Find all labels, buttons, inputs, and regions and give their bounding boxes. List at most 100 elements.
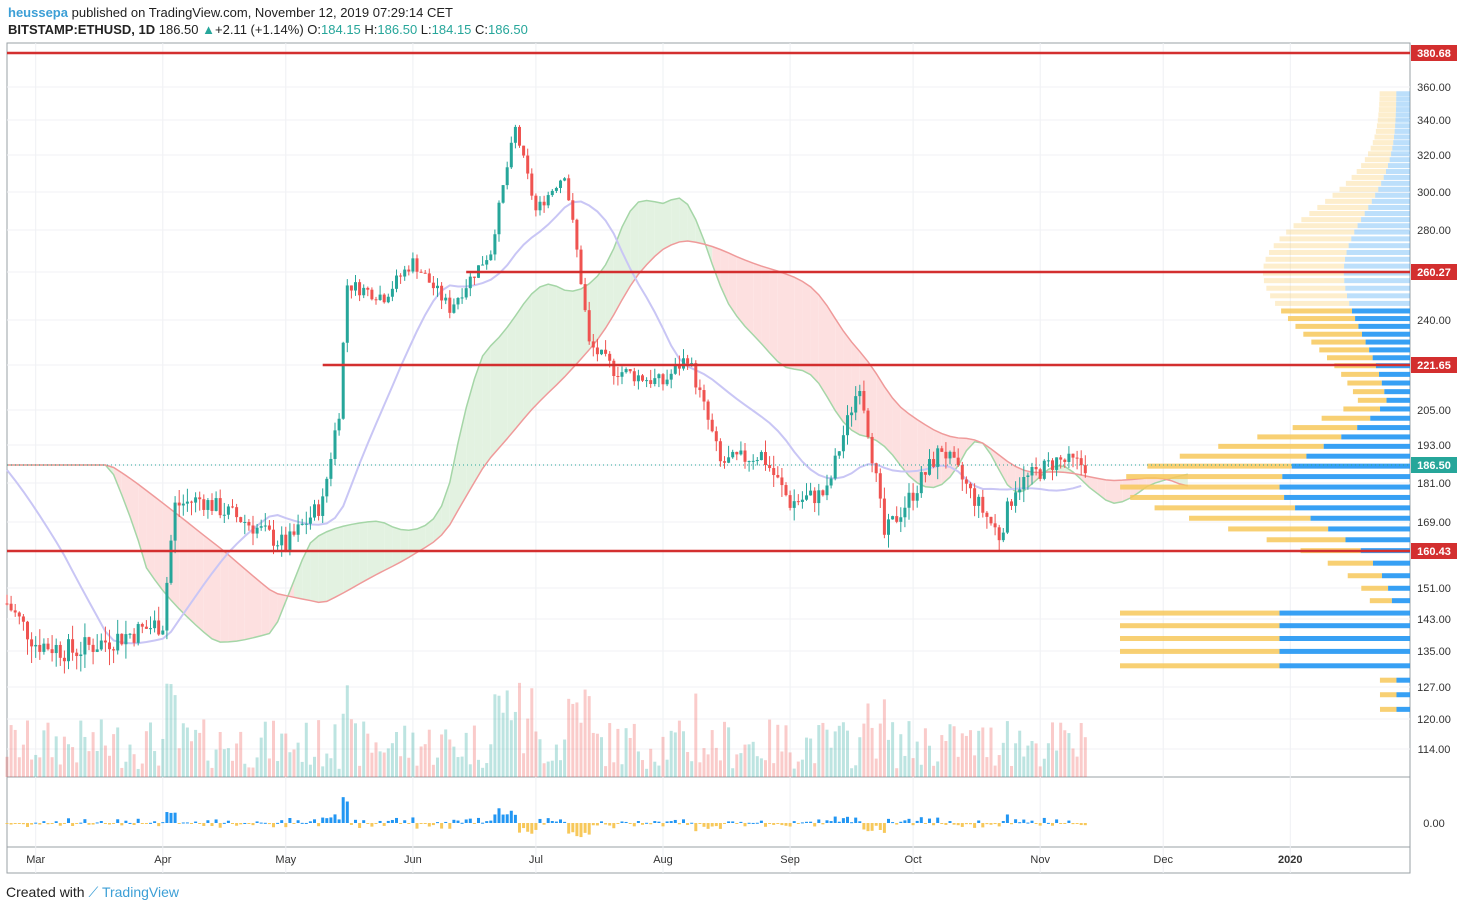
volume-bar [907,721,911,777]
volume-bar [366,733,370,777]
profile-row-down [1266,285,1346,291]
candle-body [1038,469,1042,479]
profile-row-down [1309,211,1365,217]
volume-bar [214,749,218,777]
candle-body [899,517,903,522]
volume-bar [411,732,415,777]
volume-bar [472,725,476,777]
volume-bar [915,741,919,777]
oscillator-bar [362,820,366,823]
candle-body [243,521,247,523]
candle-body [583,284,587,311]
oscillator-bar [891,822,895,824]
profile-row-up [1282,474,1410,480]
profile-row-down [1120,610,1280,616]
cloud-segment [203,535,212,639]
volume-bar [276,761,280,777]
oscillator-bar [419,823,423,824]
volume-bar [1034,743,1038,777]
oscillator-bar [751,822,755,824]
volume-bar [58,764,62,777]
tradingview-brand[interactable]: TradingView [101,884,179,900]
cloud-segment [228,554,237,642]
cloud-segment [827,305,836,411]
oscillator-bar [325,818,329,823]
volume-bar [878,723,882,777]
author-name[interactable]: heussepa [8,5,68,20]
candle-body [518,126,521,146]
volume-bar [899,734,903,777]
candle-body [776,475,780,478]
candle-body [54,644,58,654]
oscillator-bar [600,821,603,823]
volume-bar [464,732,468,777]
volume-bar [735,754,739,777]
profile-row-up [1396,96,1410,102]
x-tick-label: Sep [780,854,800,866]
candle-body [1046,460,1050,462]
profile-row-up [1361,331,1410,337]
candle-body [5,603,9,605]
candle-body [308,517,312,524]
oscillator-bar [969,823,972,825]
volume-bar [932,765,936,777]
oscillator-bar [887,818,890,823]
volume-bars [5,682,1087,777]
profile-row-up [1371,198,1410,204]
volume-bar [620,764,624,777]
profile-row-down [1357,397,1387,403]
profile-row-down [1286,229,1355,235]
oscillator-bar [817,819,821,823]
volume-bar [485,763,489,777]
oscillator-bar [837,821,841,823]
volume-bar [403,725,407,777]
candle-body [837,451,841,456]
candle-body [1010,501,1013,506]
cloud-segment [1032,472,1041,484]
cloud-segment [294,559,303,599]
candle-body [165,582,169,631]
oscillator-bar [645,822,649,824]
candle-body [210,500,214,511]
profile-row-up [1284,494,1410,500]
candle-body [932,459,936,467]
oscillator-bar [714,823,718,827]
profile-row-up [1295,505,1410,511]
candle-body [67,639,70,662]
profile-row-down [1376,123,1396,129]
volume-bar [874,758,878,777]
candle-body [960,465,964,480]
volume-bar [99,719,103,777]
profile-row-up [1279,623,1410,629]
profile-row-up [1381,380,1410,386]
candle-body [718,441,722,462]
volume-bar [747,744,751,777]
footer: Created with ⟋ TradingView [6,884,179,901]
volume-bar [784,725,788,777]
level-label: 260.27 [1417,267,1451,279]
candle-body [616,376,620,378]
candle-body [997,527,1001,541]
symbol-label[interactable]: BITSTAMP:ETHUSD, 1D [8,22,156,37]
candle-body [386,296,390,303]
candle-body [645,380,649,382]
oscillator-bar [30,823,34,825]
volume-bar [149,722,152,777]
volume-bar [788,752,792,777]
volume-bar [239,731,243,777]
candle-body [1034,466,1038,470]
kijun-line [6,200,1082,645]
volume-bar [1001,742,1005,777]
candle-body [1018,489,1022,493]
profile-row-down [1347,380,1382,386]
cloud-segment [769,268,778,362]
profile-row-up [1393,140,1410,146]
volume-bar [423,744,427,777]
candle-body [969,483,972,489]
candle-body [108,642,111,650]
cloud-segment [499,327,508,449]
volume-bar [846,730,849,777]
cloud-segment [359,521,368,584]
volume-bar [641,760,644,777]
